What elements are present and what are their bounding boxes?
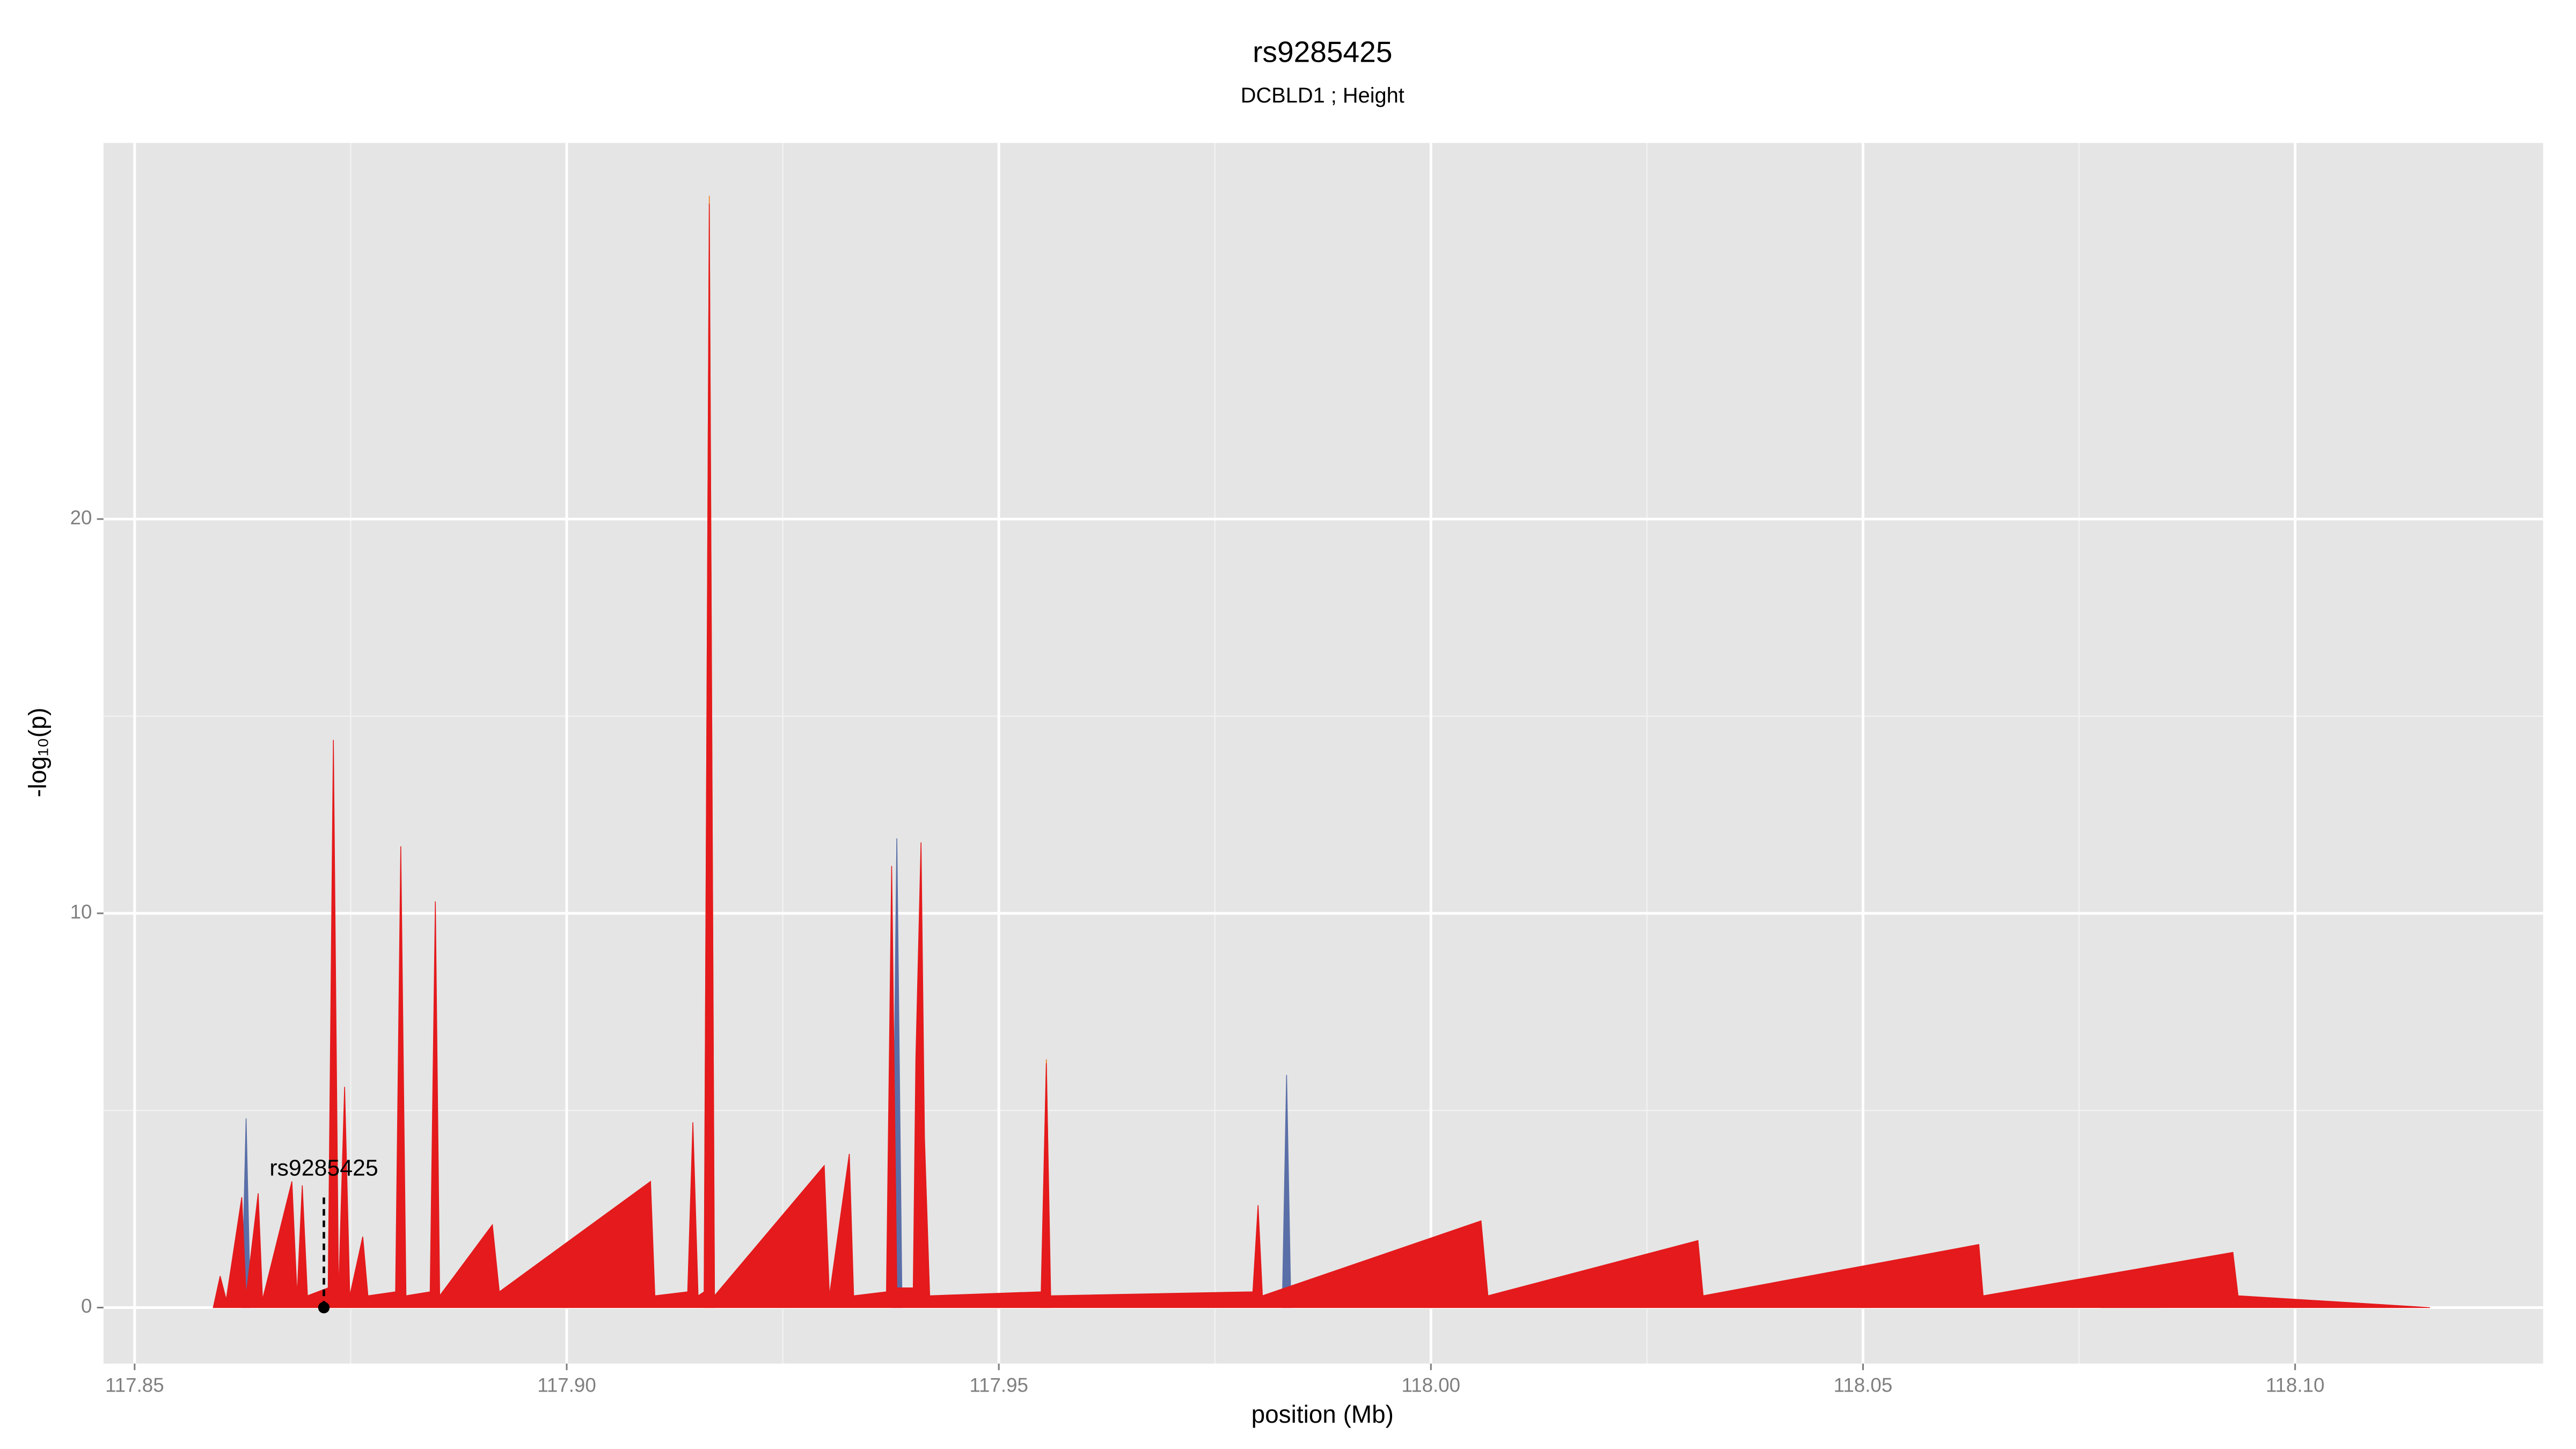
x-tick-label: 118.05 (1834, 1374, 1893, 1396)
x-tick-label: 117.90 (537, 1374, 596, 1396)
x-tick-label: 117.95 (969, 1374, 1028, 1396)
x-tick-label: 117.85 (105, 1374, 164, 1396)
x-axis-label: position (Mb) (1252, 1400, 1394, 1428)
annotation-label: rs9285425 (269, 1155, 378, 1181)
y-tick-label: 0 (81, 1295, 92, 1317)
chart-subtitle: DCBLD1 ; Height (1241, 84, 1404, 107)
y-tick-label: 10 (70, 901, 92, 923)
area-series (213, 203, 2430, 1308)
x-tick-label: 118.00 (1402, 1374, 1461, 1396)
plot-panel (103, 143, 2543, 1364)
y-axis-label: -log₁₀(p) (24, 707, 52, 797)
y-tick-label: 20 (70, 507, 92, 529)
x-tick-label: 118.10 (2266, 1374, 2325, 1396)
chart-title: rs9285425 (1253, 35, 1392, 69)
annotation-point (318, 1301, 330, 1314)
